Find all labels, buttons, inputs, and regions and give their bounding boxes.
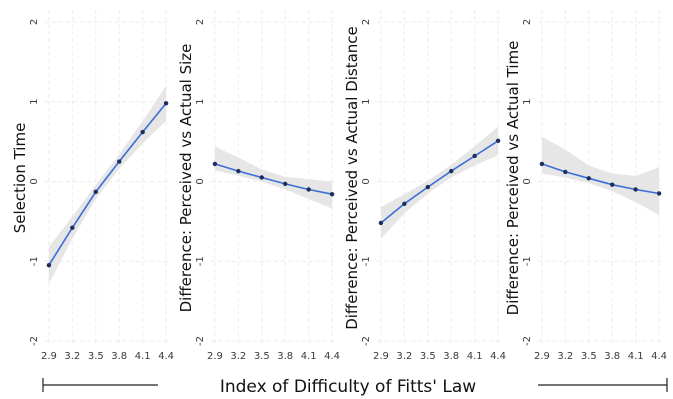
data-point <box>563 169 568 175</box>
data-point <box>633 187 638 192</box>
y-tick-label: -1 <box>29 256 40 266</box>
data-point <box>236 168 241 174</box>
data-point <box>656 191 662 196</box>
data-point <box>306 187 311 192</box>
panel-1: 2.9 3.2 3.5 3.8 4.1 4.4 -2 -1 0 1 2 Selection Time <box>11 10 174 362</box>
data-point <box>586 176 591 181</box>
y-tick-label: 2 <box>29 19 40 25</box>
confidence-band <box>48 85 167 284</box>
data-point <box>402 201 407 207</box>
y-tick-label: -1 <box>361 256 372 266</box>
x-tick-label: 3.8 <box>604 351 620 362</box>
y-tick-label: 2 <box>522 19 533 25</box>
y-axis-label: Difference: Perceived vs Actual Time <box>504 41 522 316</box>
data-point <box>610 182 615 187</box>
confidence-band <box>541 136 660 215</box>
x-tick-label: 4.4 <box>651 351 667 362</box>
y-axis-label: Difference: Perceived vs Actual Distance <box>343 26 361 330</box>
series-line <box>214 163 333 195</box>
y-tick-label: -1 <box>195 256 206 266</box>
y-tick-label: -2 <box>361 336 372 346</box>
x-tick-label: 4.4 <box>490 351 506 362</box>
series-line <box>380 140 499 224</box>
data-point <box>283 181 288 187</box>
y-tick-label: -2 <box>522 336 533 346</box>
y-tick-label: 2 <box>361 19 372 25</box>
y-axis-label: Difference: Perceived vs Actual Size <box>177 44 195 313</box>
y-tick-label: 0 <box>522 178 533 184</box>
series-line <box>541 163 660 195</box>
data-point <box>70 225 75 230</box>
x-tick-label: 2.9 <box>207 351 223 362</box>
x-tick-label: 4.4 <box>158 351 174 362</box>
data-point <box>449 168 454 174</box>
data-point <box>93 189 98 195</box>
x-tick-label: 4.1 <box>467 351 483 362</box>
panel-4: 2.9 3.2 3.5 3.8 4.1 4.4 -2 -1 0 1 2 Difference: Per… <box>504 10 667 362</box>
series-line <box>48 102 167 266</box>
y-tick-label: 0 <box>29 178 40 184</box>
data-point <box>378 220 384 226</box>
y-tick-label: -1 <box>522 256 533 266</box>
y-tick-label: 1 <box>522 99 533 105</box>
confidence-band <box>214 146 333 209</box>
x-tick-label: 2.9 <box>41 351 57 362</box>
panel-2: 2.9 3.2 3.5 3.8 4.1 4.4 -2 -1 0 1 2 Difference: Per… <box>177 10 340 362</box>
x-tick-label: 3.5 <box>254 351 270 362</box>
x-tick-label: 3.2 <box>557 351 573 362</box>
x-axis-label-bracket <box>42 378 668 392</box>
data-point <box>212 161 218 167</box>
y-tick-label: -2 <box>195 336 206 346</box>
data-point <box>495 138 501 144</box>
x-tick-label: 3.5 <box>88 351 104 362</box>
x-tick-label: 4.1 <box>301 351 317 362</box>
x-axis-label: Index of Difficulty of Fitts' Law <box>220 377 476 397</box>
y-tick-label: 1 <box>29 99 40 105</box>
y-tick-label: 1 <box>361 99 372 105</box>
data-point <box>539 161 545 167</box>
x-tick-label: 3.8 <box>277 351 293 362</box>
data-point <box>329 192 335 197</box>
data-point <box>425 184 430 190</box>
x-tick-label: 2.9 <box>534 351 550 362</box>
x-tick-label: 4.4 <box>324 351 340 362</box>
data-point <box>259 175 264 180</box>
data-point <box>140 129 145 135</box>
x-tick-label: 3.2 <box>396 351 412 362</box>
y-tick-label: 0 <box>195 178 206 184</box>
y-axis-label: Selection Time <box>11 123 29 234</box>
y-tick-label: 1 <box>195 99 206 105</box>
x-tick-label: 3.8 <box>111 351 127 362</box>
x-tick-label: 4.1 <box>135 351 151 362</box>
x-tick-label: 3.2 <box>64 351 80 362</box>
y-tick-label: 2 <box>195 19 206 25</box>
x-tick-label: 3.8 <box>443 351 459 362</box>
x-tick-label: 3.5 <box>581 351 597 362</box>
data-point <box>46 263 52 268</box>
data-point <box>472 153 477 159</box>
y-tick-label: -2 <box>29 336 40 346</box>
y-tick-label: 0 <box>361 178 372 184</box>
x-tick-label: 4.1 <box>628 351 644 362</box>
x-tick-label: 3.5 <box>420 351 436 362</box>
data-point <box>117 159 122 164</box>
x-tick-label: 3.2 <box>230 351 246 362</box>
confidence-band <box>380 126 499 239</box>
data-point <box>163 101 169 106</box>
x-tick-label: 2.9 <box>373 351 389 362</box>
